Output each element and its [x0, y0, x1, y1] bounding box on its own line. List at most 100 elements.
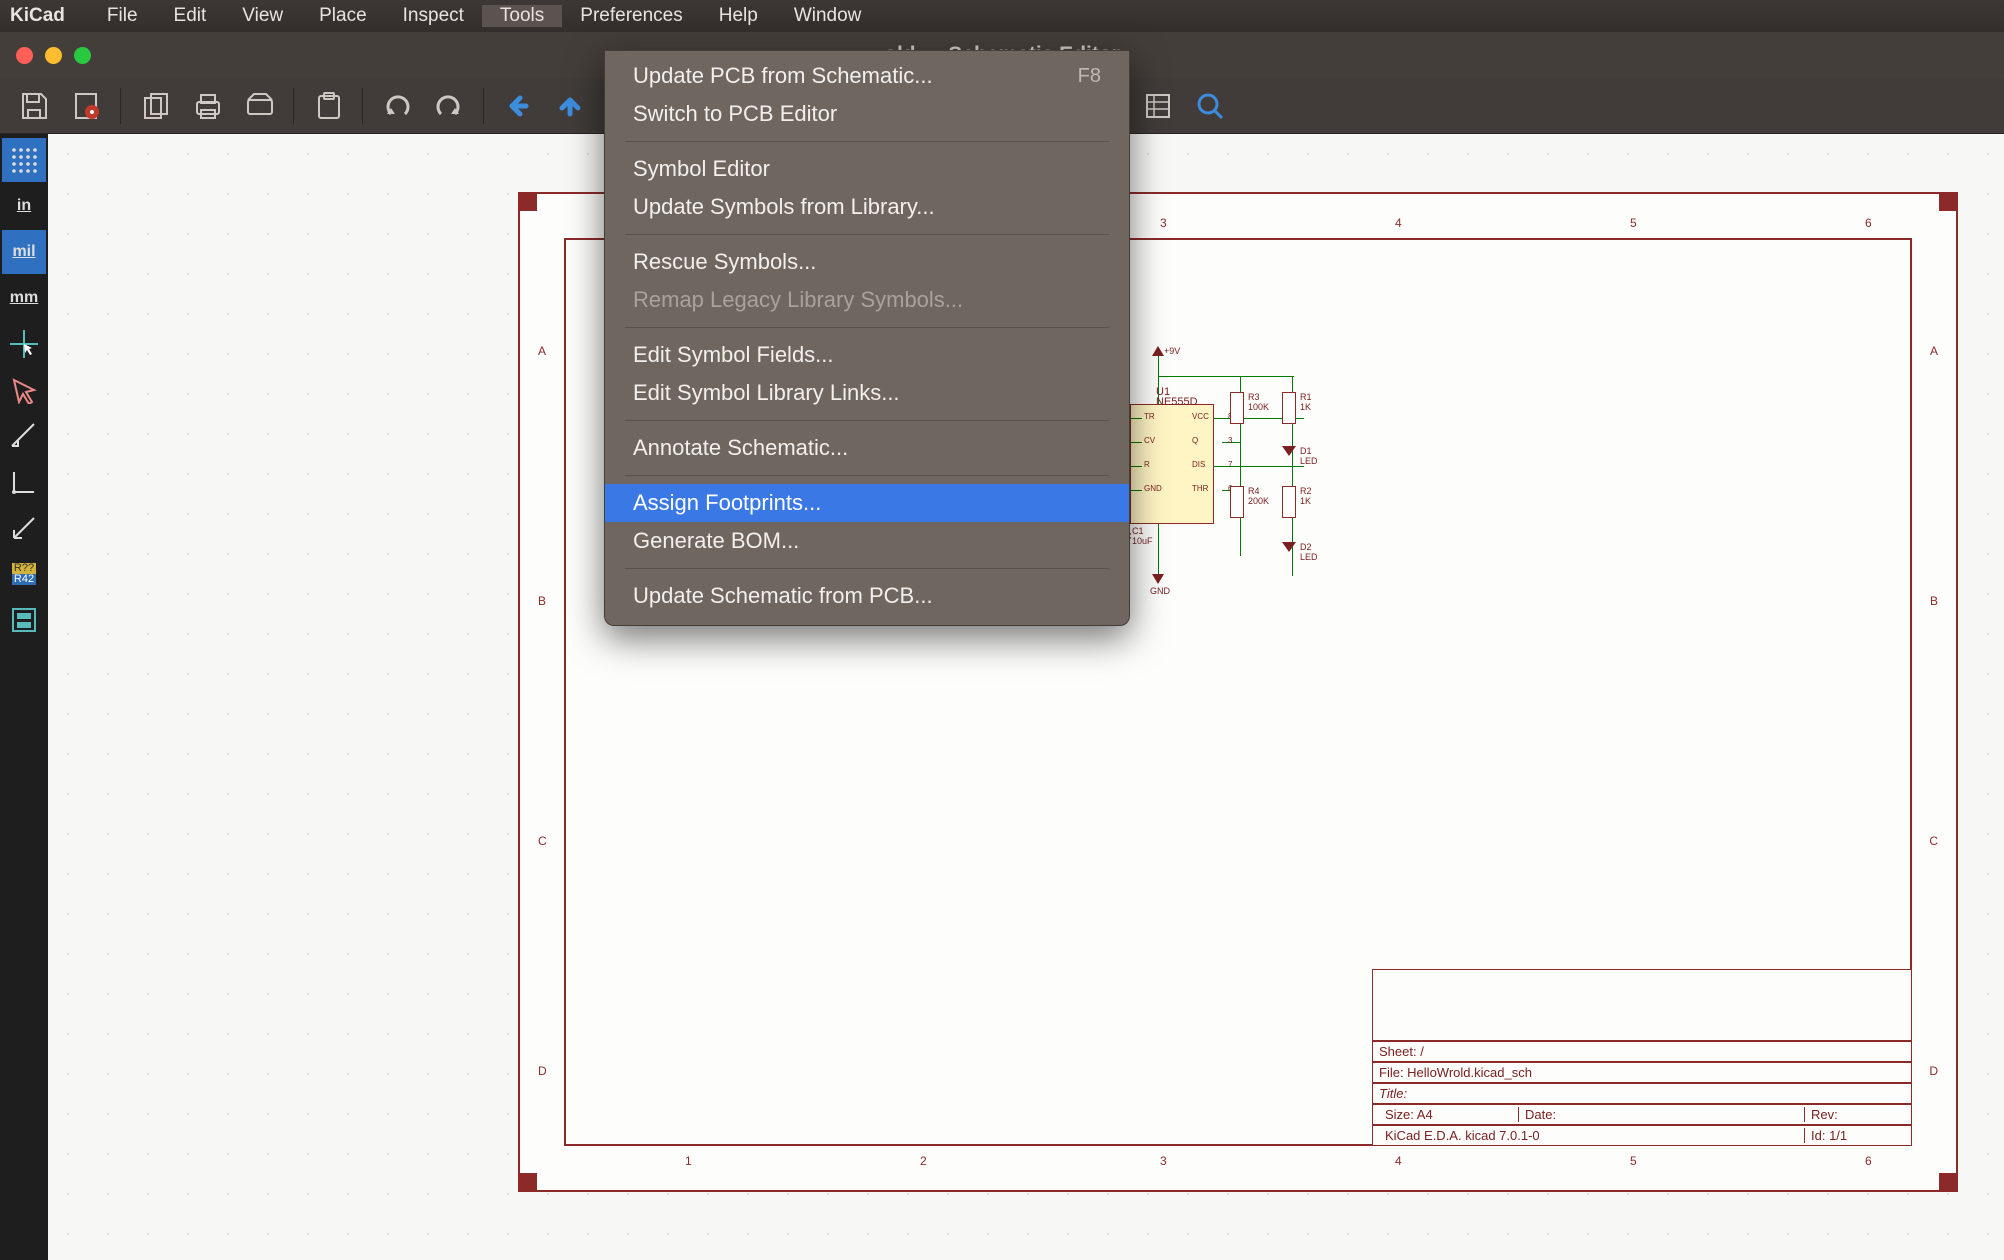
ruler-side: C	[538, 834, 547, 848]
tools-menu-generate-bom[interactable]: Generate BOM...	[605, 522, 1129, 560]
save-icon[interactable]	[12, 84, 56, 128]
ruler-bot: 5	[1630, 1154, 1637, 1168]
diode-icon[interactable]	[1282, 542, 1296, 552]
component-ref: R1	[1300, 392, 1312, 402]
menu-separator	[625, 475, 1109, 476]
menu-separator	[625, 420, 1109, 421]
toolbar-separator	[120, 88, 121, 124]
wire	[1158, 524, 1159, 574]
menu-file[interactable]: File	[89, 5, 156, 27]
ic-pin-name: TR	[1144, 412, 1155, 421]
menu-preferences[interactable]: Preferences	[562, 5, 700, 27]
ruler-side: A	[1930, 344, 1938, 358]
wire-icon[interactable]	[2, 414, 46, 458]
tools-menu-edit-symbol-library-links[interactable]: Edit Symbol Library Links...	[605, 374, 1129, 412]
resistor-icon[interactable]	[1282, 392, 1296, 424]
print-icon[interactable]	[185, 84, 229, 128]
units-mm[interactable]: mm	[2, 276, 46, 320]
window-maximize-button[interactable]	[74, 47, 91, 64]
component-ref: R4	[1248, 486, 1260, 496]
select-icon[interactable]	[2, 368, 46, 412]
component-ref: D2	[1300, 542, 1312, 552]
ic-pin-name: VCC	[1192, 412, 1209, 421]
ic-value: NE555D	[1156, 396, 1198, 408]
grid-dots-icon[interactable]	[2, 138, 46, 182]
cursor-full-icon[interactable]	[2, 322, 46, 366]
paste-icon[interactable]	[306, 84, 350, 128]
titleblock-gen-row: KiCad E.D.A. kicad 7.0.1-0 Id: 1/1	[1372, 1125, 1912, 1146]
inspector-icon[interactable]	[1188, 84, 1232, 128]
ruler-side: D	[1929, 1064, 1938, 1078]
copy-icon[interactable]	[133, 84, 177, 128]
component-value: 200K	[1248, 496, 1269, 506]
window-close-button[interactable]	[16, 47, 33, 64]
annotate-left-icon[interactable]: R??R42	[2, 552, 46, 596]
system-menubar: KiCad File Edit View Place Inspect Tools…	[0, 0, 2004, 32]
coord-alt-icon[interactable]	[2, 506, 46, 550]
ground-label: GND	[1150, 586, 1170, 596]
units-mil[interactable]: mil	[2, 230, 46, 274]
frame-corner-icon	[519, 193, 537, 211]
arrow-left-icon[interactable]	[496, 84, 540, 128]
component-ref: C1	[1132, 526, 1144, 536]
wire	[1158, 376, 1294, 377]
component-value: 10uF	[1132, 536, 1153, 546]
menu-separator	[625, 141, 1109, 142]
tools-menu-assign-footprints[interactable]: Assign Footprints...	[605, 484, 1129, 522]
ic-pin-name: Q	[1192, 436, 1198, 445]
window-traffic-lights	[16, 47, 91, 64]
ruler-bot: 3	[1160, 1154, 1167, 1168]
menu-inspect[interactable]: Inspect	[385, 5, 482, 27]
titleblock-title: Title:	[1372, 1083, 1912, 1104]
bom-icon[interactable]	[1136, 84, 1180, 128]
ruler-top: 5	[1630, 216, 1637, 230]
units-in[interactable]: in	[2, 184, 46, 228]
tools-menu-update-pcb-from-schematic[interactable]: Update PCB from Schematic...F8	[605, 57, 1129, 95]
left-tool-strip: inmilmm R??R42	[0, 134, 48, 1260]
resistor-icon[interactable]	[1230, 486, 1244, 518]
tools-menu-update-schematic-from-pcb[interactable]: Update Schematic from PCB...	[605, 577, 1129, 615]
menu-help[interactable]: Help	[701, 5, 776, 27]
ruler-top: 4	[1395, 216, 1402, 230]
coord-origin-icon[interactable]	[2, 460, 46, 504]
hierarchy-icon[interactable]	[2, 598, 46, 642]
titleblock-size: Size: A4	[1379, 1107, 1519, 1122]
menu-place[interactable]: Place	[301, 5, 385, 27]
power-arrow-icon	[1152, 346, 1164, 356]
ruler-bot: 6	[1865, 1154, 1872, 1168]
arrow-up-icon[interactable]	[548, 84, 592, 128]
titleblock-title-label: Title:	[1379, 1086, 1407, 1101]
titleblock-generator: KiCad E.D.A. kicad 7.0.1-0	[1379, 1128, 1805, 1143]
toolbar-separator	[293, 88, 294, 124]
schematic-circuit[interactable]: +9V U1 NE555D TR 2 CV 5 R 4 GND 1 VCC 8 …	[1120, 346, 1400, 646]
tools-menu-symbol-editor[interactable]: Symbol Editor	[605, 150, 1129, 188]
diode-icon[interactable]	[1282, 446, 1296, 456]
frame-corner-icon	[1939, 1173, 1957, 1191]
tools-menu-rescue-symbols[interactable]: Rescue Symbols...	[605, 243, 1129, 281]
menu-edit[interactable]: Edit	[156, 5, 225, 27]
menu-tools[interactable]: Tools	[482, 5, 562, 27]
undo-icon[interactable]	[375, 84, 419, 128]
plotter-icon[interactable]	[237, 84, 281, 128]
tools-menu-update-symbols-from-library[interactable]: Update Symbols from Library...	[605, 188, 1129, 226]
titleblock-id: Id: 1/1	[1805, 1128, 1905, 1143]
resistor-icon[interactable]	[1282, 486, 1296, 518]
resistor-icon[interactable]	[1230, 392, 1244, 424]
toolbar-separator	[362, 88, 363, 124]
ruler-top: 6	[1865, 216, 1872, 230]
ic-pin-name: DIS	[1192, 460, 1205, 469]
window-minimize-button[interactable]	[45, 47, 62, 64]
redo-icon[interactable]	[427, 84, 471, 128]
tools-menu-switch-to-pcb-editor[interactable]: Switch to PCB Editor	[605, 95, 1129, 133]
component-ref: D1	[1300, 446, 1312, 456]
menu-window[interactable]: Window	[776, 5, 880, 27]
tools-menu-edit-symbol-fields[interactable]: Edit Symbol Fields...	[605, 336, 1129, 374]
ruler-side: C	[1929, 834, 1938, 848]
ic-pin-number: 3	[1228, 436, 1232, 445]
menu-view[interactable]: View	[224, 5, 301, 27]
tools-menu-annotate-schematic[interactable]: Annotate Schematic...	[605, 429, 1129, 467]
titleblock-size-row: Size: A4 Date: Rev:	[1372, 1104, 1912, 1125]
component-value: 1K	[1300, 402, 1311, 412]
page-settings-icon[interactable]	[64, 84, 108, 128]
ruler-side: B	[1930, 594, 1938, 608]
